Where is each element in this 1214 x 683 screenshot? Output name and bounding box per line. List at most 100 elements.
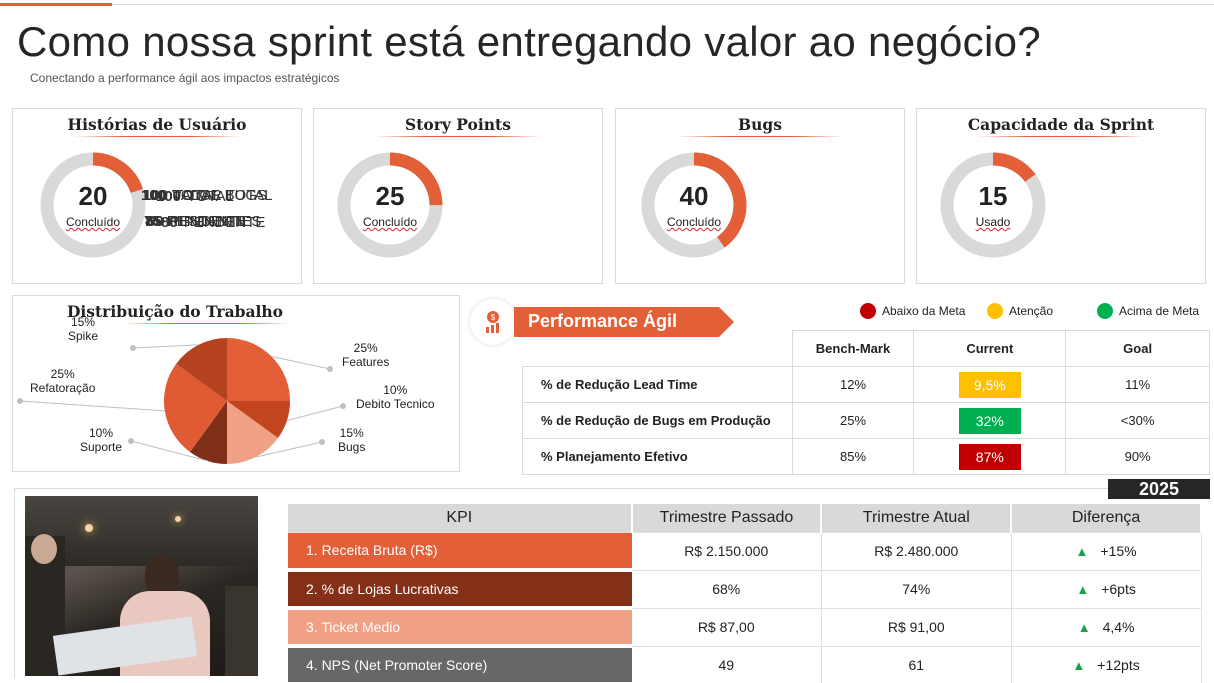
metric-card: Story Points 25 Concluído 100 TOTAL 75 PEN… xyxy=(141,108,603,284)
donut-value: 15 xyxy=(978,181,1008,211)
stat-total: 100 TOTAL xyxy=(156,188,234,205)
stat-pending-label: PENDENTE xyxy=(166,213,249,230)
perf-col-metric xyxy=(522,330,793,367)
kpi-name: 1. Receita Bruta (R$) xyxy=(288,532,632,572)
kpi-col-name: KPI xyxy=(288,504,633,533)
stat-pending: 85 RESTANTE xyxy=(145,213,247,230)
kpi-prev: 49 xyxy=(631,646,822,683)
legend-item: Atenção xyxy=(987,303,1053,319)
kpi-table: KPI Trimestre Passado Trimestre Atual Di… xyxy=(288,504,1202,683)
legend-item: Acima de Meta xyxy=(1097,303,1199,319)
pie-label-pct: 25% xyxy=(50,367,75,381)
pie-label-name: Spike xyxy=(68,329,99,343)
perf-row: % de Redução de Bugs em Produção 25% 32%… xyxy=(522,402,1210,439)
stat-total-label: TOTAL BUGS xyxy=(174,187,268,204)
kpi-col-diff: Diferença xyxy=(1011,504,1202,533)
performance-table-wrap: Bench-Mark Current Goal % de Redução Lea… xyxy=(522,330,1210,475)
pie-label-pct: 10% xyxy=(89,426,114,440)
donut-value: 40 xyxy=(679,181,709,211)
stat-total-label: TOTAL xyxy=(172,187,219,204)
kpi-diff-cell: ▲ 4,4% xyxy=(1011,608,1202,647)
perf-metric: % Planejamento Efetivo xyxy=(522,438,793,475)
stat-pending-number: 60 xyxy=(147,213,164,230)
perf-goal: <30% xyxy=(1065,402,1210,439)
stat-pending: 75 PENDENTE xyxy=(144,213,248,230)
metric-donut: 40 Concluído xyxy=(638,149,750,261)
title-underline xyxy=(123,323,289,324)
pie-label-name: Suporte xyxy=(80,440,123,454)
kpi-row: 2. % de Lojas Lucrativas 68% 74% ▲ +6pts xyxy=(288,570,1202,610)
page-subtitle: Conectando a performance ágil aos impact… xyxy=(30,71,340,85)
performance-title: Performance Ágil xyxy=(528,311,678,331)
pie-label-pct: 10% xyxy=(383,383,408,397)
kpi-prev: 68% xyxy=(631,570,822,609)
pie-label-name: Debito Tecnico xyxy=(356,397,435,411)
kpi-curr: 74% xyxy=(821,570,1012,609)
kpi-diff: 4,4% xyxy=(1102,619,1135,635)
metric-card-title: Capacidade da Sprint xyxy=(967,115,1155,134)
kpi-diff: +15% xyxy=(1100,543,1137,559)
pie-label: 25% Refatoração xyxy=(30,367,95,395)
kpi-diff-cell: ▲ +6pts xyxy=(1011,570,1202,609)
stat-total: 100 TOTAL xyxy=(141,187,219,204)
perf-metric: % de Redução Lead Time xyxy=(522,366,793,403)
perf-row: % Planejamento Efetivo 85% 87% 90% xyxy=(522,438,1210,475)
metric-donut: 20 Concluído xyxy=(37,149,149,261)
donut-value-label: Concluído xyxy=(666,215,722,229)
legend-dot xyxy=(1097,303,1113,319)
stat-total: 100 VALOR TOTAL xyxy=(141,187,273,204)
stat-total: 100 TOTAL BUGS xyxy=(143,187,267,204)
kpi-year-badge: 2025 xyxy=(1108,479,1210,499)
work-distribution-title: Distribuição do Trabalho xyxy=(66,302,284,321)
top-divider xyxy=(0,4,1214,5)
stat-total-number: 100 xyxy=(156,188,182,205)
pie-label-name: Features xyxy=(342,355,390,369)
pie-label-name: Refatoração xyxy=(30,381,96,395)
bottom-panel-border xyxy=(14,488,1112,489)
perf-current-cell: 87% xyxy=(913,438,1067,475)
perf-benchmark: 85% xyxy=(791,438,915,475)
legend-label: Atenção xyxy=(1009,304,1054,318)
perf-goal: 11% xyxy=(1065,366,1210,403)
metric-donut: 15 Usado xyxy=(937,149,1049,261)
pie-label: 25% Features xyxy=(342,341,389,369)
perf-current-pill: 9,5% xyxy=(958,371,1021,398)
legend-label: Acima de Meta xyxy=(1119,304,1200,318)
donut-value: 20 xyxy=(78,181,108,211)
kpi-name: 4. NPS (Net Promoter Score) xyxy=(288,646,632,683)
donut-progress-arc xyxy=(641,152,747,258)
perf-metric: % de Redução de Bugs em Produção xyxy=(522,402,793,439)
stat-total-number: 100 xyxy=(141,187,167,204)
perf-current-cell: 9,5% xyxy=(913,366,1067,403)
performance-badge: $ xyxy=(470,299,516,345)
performance-chart-icon: $ xyxy=(486,311,499,333)
kpi-curr: R$ 2.480.000 xyxy=(821,532,1012,571)
donut-progress-arc xyxy=(40,152,146,258)
kpi-prev: R$ 2.150.000 xyxy=(631,532,822,571)
svg-text:$: $ xyxy=(491,313,496,322)
arrow-up-icon: ▲ xyxy=(1072,658,1086,673)
stat-pending: 60 PENDENTES xyxy=(147,213,261,230)
metric-card-title: Story Points xyxy=(405,115,511,134)
legend-dot xyxy=(987,303,1003,319)
kpi-col-curr: Trimestre Atual xyxy=(821,504,1013,533)
title-underline xyxy=(73,136,241,137)
kpi-diff: +6pts xyxy=(1101,581,1136,597)
kpi-diff-cell: ▲ +12pts xyxy=(1011,646,1202,683)
kpi-table-wrap: KPI Trimestre Passado Trimestre Atual Di… xyxy=(288,504,1202,683)
donut-value: 25 xyxy=(375,181,405,211)
pie-label-name: Bugs xyxy=(338,440,366,454)
perf-col-benchmark: Bench-Mark xyxy=(791,330,915,367)
stat-pending-number: 85 xyxy=(145,213,162,230)
legend-item: Abaixo da Meta xyxy=(860,303,965,319)
perf-benchmark: 12% xyxy=(791,366,915,403)
title-underline xyxy=(374,136,542,137)
pie-label: 15% Spike xyxy=(68,315,98,343)
perf-row: % de Redução Lead Time 12% 9,5% 11% xyxy=(522,366,1210,403)
performance-table: Bench-Mark Current Goal % de Redução Lea… xyxy=(522,330,1210,475)
pie-label: 10% Debito Tecnico xyxy=(356,383,435,411)
stat-pending-label: PENDENTES xyxy=(169,213,262,230)
kpi-diff-cell: ▲ +15% xyxy=(1011,532,1202,571)
perf-goal: 90% xyxy=(1065,438,1210,475)
metric-card-title: Histórias de Usuário xyxy=(67,115,247,134)
